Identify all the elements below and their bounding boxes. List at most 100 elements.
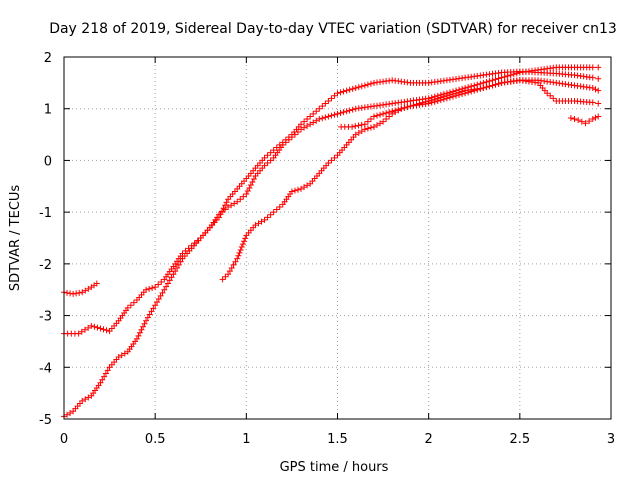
data-point	[425, 100, 432, 107]
data-point	[130, 299, 137, 306]
data-point	[340, 109, 347, 116]
data-point	[589, 85, 596, 92]
y-tick-label: 2	[44, 51, 52, 66]
data-point	[355, 84, 362, 91]
data-point	[215, 214, 222, 221]
data-point	[434, 97, 441, 104]
data-point	[143, 317, 150, 324]
data-point	[99, 376, 106, 383]
data-point	[100, 326, 107, 333]
y-tick-label: -3	[39, 310, 52, 325]
data-point	[486, 78, 493, 85]
data-point	[94, 324, 101, 331]
ticks-layer: 0 0.5 1 1.5 2 2.5 3 -5 -4 -3 -2 -1 0 1 2	[39, 51, 615, 447]
points-layer	[61, 64, 602, 420]
chart-title: Day 218 of 2019, Sidereal Day-to-day VTE…	[49, 21, 617, 37]
data-point	[586, 118, 593, 125]
data-point	[468, 88, 475, 95]
data-point	[328, 95, 335, 102]
x-tick-label: 0.5	[145, 432, 166, 447]
data-point	[244, 188, 251, 195]
data-point	[67, 409, 74, 416]
data-point	[177, 258, 184, 265]
data-point	[595, 75, 602, 82]
data-point	[228, 202, 235, 209]
data-point	[465, 89, 472, 96]
data-point	[258, 218, 265, 225]
data-point	[383, 110, 390, 117]
data-point	[374, 122, 381, 129]
data-point	[237, 196, 244, 203]
data-point	[334, 90, 341, 97]
data-point	[595, 113, 602, 120]
data-point	[319, 103, 326, 110]
data-point	[175, 261, 182, 268]
data-point	[164, 280, 171, 287]
data-point	[349, 106, 356, 113]
data-point	[135, 332, 142, 339]
data-point	[337, 110, 344, 117]
data-point	[361, 121, 368, 128]
data-point	[492, 76, 499, 83]
data-point	[144, 314, 151, 321]
data-point	[101, 373, 108, 380]
data-point	[174, 264, 181, 271]
data-point	[152, 302, 159, 309]
data-point	[374, 112, 381, 119]
data-point	[395, 106, 402, 113]
data-point	[298, 185, 305, 192]
data-point	[133, 335, 140, 342]
data-point	[155, 281, 162, 288]
data-point	[328, 157, 335, 164]
data-point	[462, 90, 469, 97]
data-point	[304, 122, 311, 129]
data-point	[219, 276, 226, 283]
data-point	[571, 116, 578, 123]
data-point	[389, 108, 396, 115]
data-point	[331, 111, 338, 118]
data-point	[236, 249, 243, 256]
x-tick-label: 1	[242, 432, 250, 447]
data-point	[267, 149, 274, 156]
data-point	[486, 83, 493, 90]
data-point	[246, 185, 253, 192]
data-point	[331, 154, 338, 161]
data-point	[261, 216, 268, 223]
data-point	[64, 289, 71, 296]
data-point	[241, 238, 248, 245]
x-tick-label: 1.5	[327, 432, 348, 447]
data-point	[267, 211, 274, 218]
data-point	[495, 75, 502, 82]
data-point	[428, 99, 435, 106]
data-point	[489, 77, 496, 84]
data-point	[76, 289, 83, 296]
data-point	[127, 302, 134, 309]
data-point	[102, 370, 109, 377]
data-point	[150, 305, 157, 312]
data-point	[364, 125, 371, 132]
data-point	[346, 86, 353, 93]
data-point	[325, 160, 332, 167]
data-point	[582, 120, 589, 127]
data-point	[316, 116, 323, 123]
data-point	[483, 78, 490, 85]
data-point	[301, 118, 308, 125]
data-point	[377, 111, 384, 118]
data-point	[589, 99, 596, 106]
data-point	[498, 74, 505, 81]
data-point	[322, 114, 329, 121]
data-point	[319, 115, 326, 122]
y-tick-label: -5	[39, 413, 52, 428]
y-tick-label: -1	[39, 206, 52, 221]
data-point	[223, 199, 230, 206]
data-point	[453, 92, 460, 99]
data-point	[85, 285, 92, 292]
data-point	[383, 116, 390, 123]
data-point	[294, 186, 301, 193]
series-track-1	[61, 280, 100, 297]
data-point	[328, 112, 335, 119]
data-point	[238, 244, 245, 251]
data-point	[226, 268, 233, 275]
data-point	[230, 261, 237, 268]
